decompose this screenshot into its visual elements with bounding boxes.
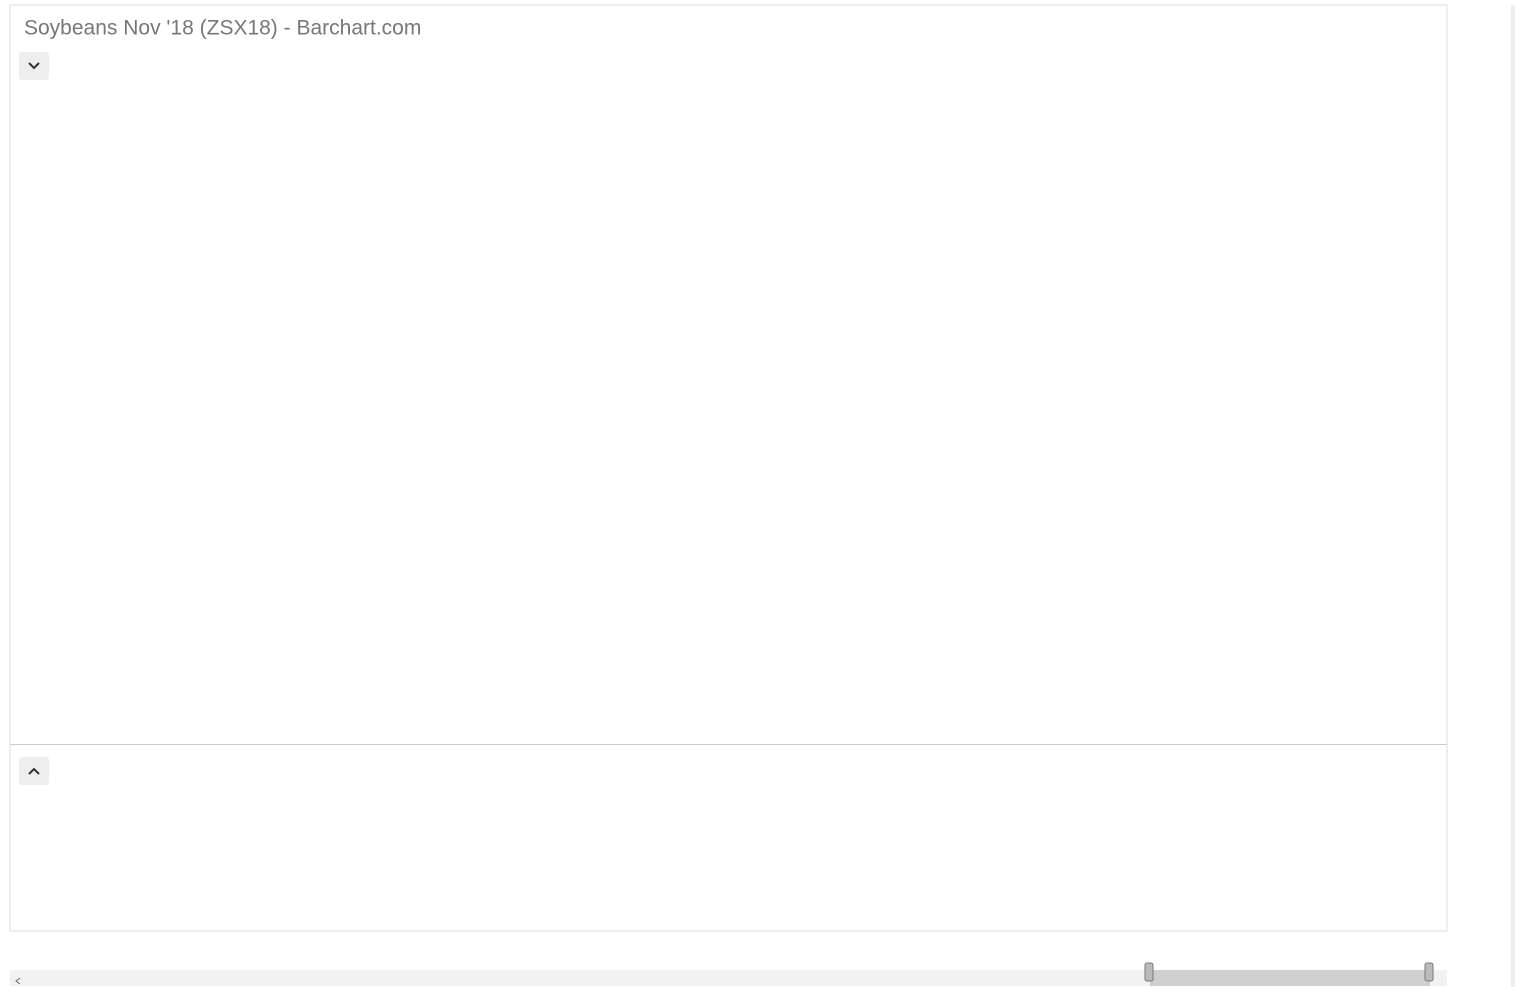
- chart-title: Soybeans Nov '18 (ZSX18) - Barchart.com: [24, 17, 421, 40]
- collapse-button[interactable]: [19, 52, 49, 80]
- plot-frame: [9, 4, 1448, 932]
- expand-button[interactable]: [19, 757, 49, 785]
- scrollbar[interactable]: [10, 962, 1447, 986]
- page-scroll-track: [1511, 5, 1515, 987]
